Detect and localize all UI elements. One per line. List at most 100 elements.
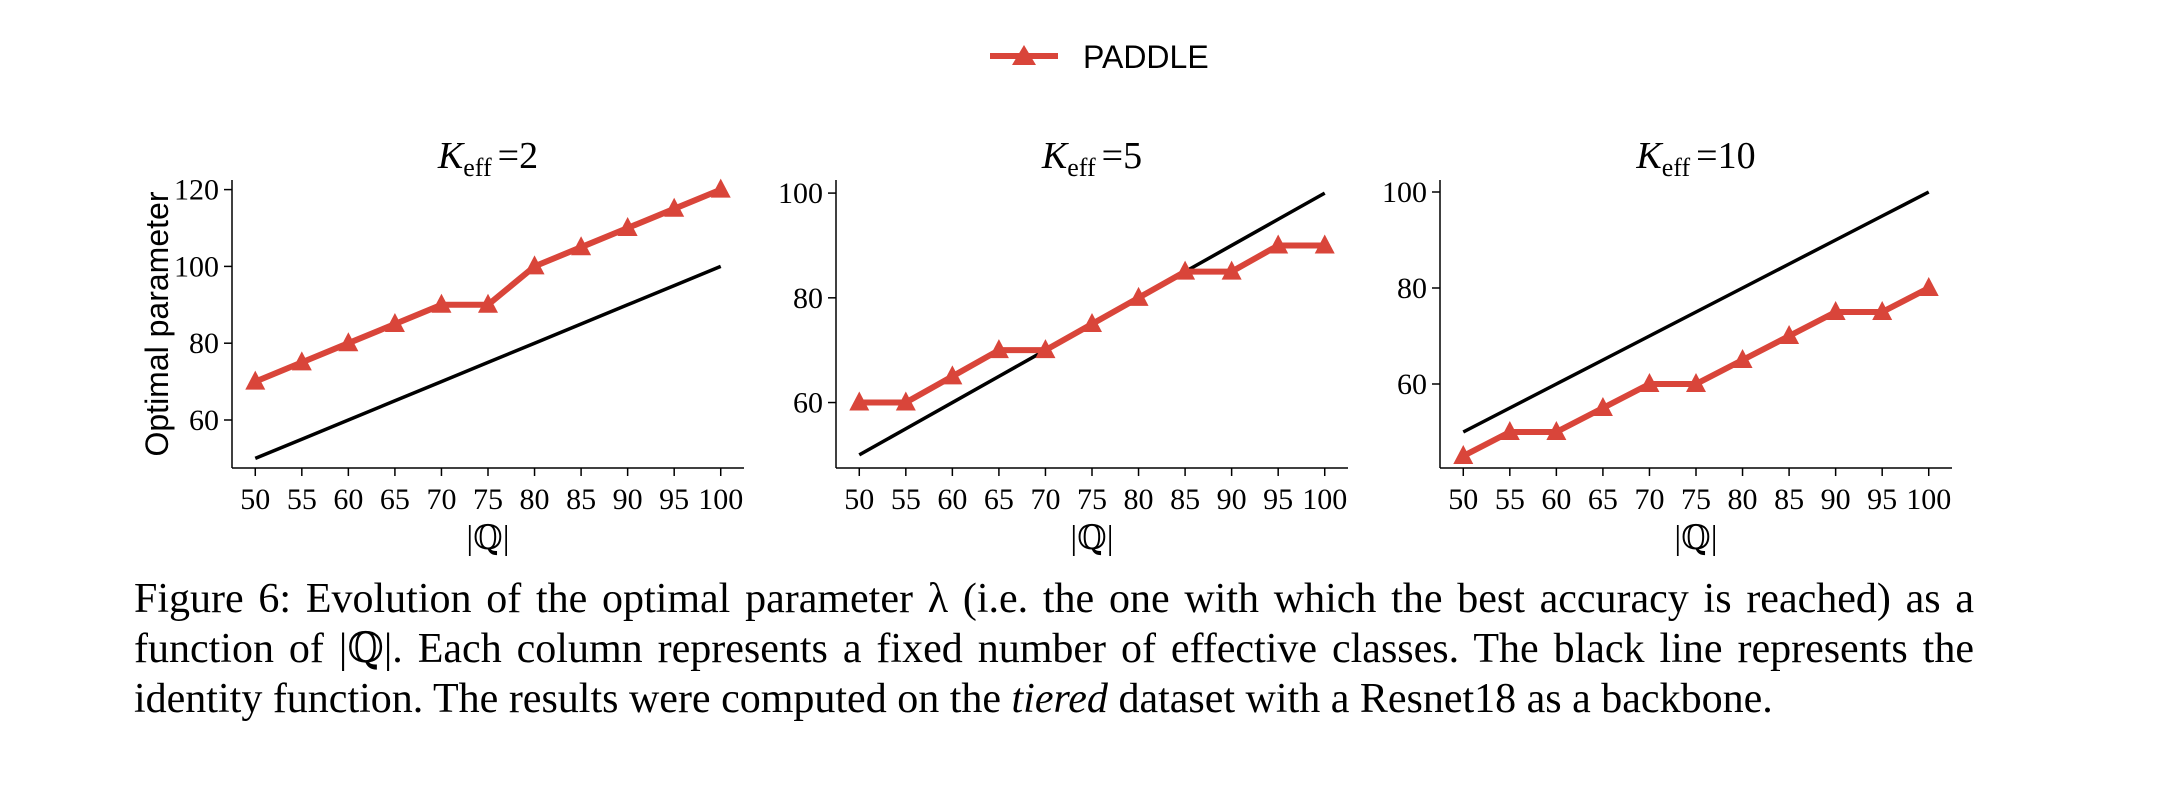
paddle-point: [988, 339, 1009, 359]
legend-label: PADDLE: [1083, 39, 1209, 75]
x-tick-label: 95: [659, 483, 689, 516]
figure-canvas: PADDLE 50 55 60 65 70 75 80 85 90 95 100 60 80 100 120…: [139, 39, 1952, 557]
paddle-line: [254, 186, 722, 385]
paddle-point: [431, 293, 452, 313]
y-tick-label: 60: [793, 387, 823, 420]
x-axis-label: |ℚ|: [1070, 520, 1113, 557]
title-subscript: eff: [1067, 153, 1096, 182]
y-tick-label: 100: [778, 177, 823, 210]
paddle-point: [1686, 373, 1706, 392]
y-tick-label: 120: [174, 174, 219, 207]
paddle-point: [1268, 234, 1289, 254]
paddle-point: [338, 332, 359, 352]
x-axis-label: |ℚ|: [1674, 520, 1717, 557]
paddle-point: [524, 255, 545, 275]
x-tick-label: 90: [1821, 483, 1851, 516]
x-tick-label: 50: [240, 483, 270, 516]
paddle-point: [571, 236, 592, 256]
x-tick-label: 70: [1634, 483, 1664, 516]
caption-italic: tiered: [1011, 676, 1108, 722]
y-tick-label: 60: [189, 404, 219, 437]
paddle-point: [1499, 421, 1520, 440]
paddle-point: [1314, 234, 1335, 254]
paddle-point: [1872, 301, 1893, 320]
chart-panel-3: 50 55 60 65 70 75 80 85 90 95 100 60 80 100 |ℚ| Keff =10: [1382, 135, 1952, 557]
paddle-point: [849, 391, 870, 411]
paddle-point: [1453, 445, 1474, 464]
chart-panel-1: 50 55 60 65 70 75 80 85 90 95 100 60 80 100 120 |ℚ| Opti…: [139, 135, 744, 557]
paddle-point: [1128, 286, 1149, 306]
x-tick-label: 50: [1448, 483, 1478, 516]
title-symbol: K: [1041, 135, 1069, 177]
x-tick-label: 60: [1541, 483, 1571, 516]
x-tick-label: 65: [984, 483, 1014, 516]
x-tick-label: 75: [1681, 483, 1711, 516]
paddle-point: [1035, 339, 1056, 359]
chart-title: Keff =2: [437, 135, 538, 182]
title-symbol: K: [1635, 135, 1663, 177]
paddle-point: [617, 217, 638, 236]
x-tick-label: 75: [473, 483, 503, 516]
paddle-point: [895, 391, 916, 411]
paddle-point: [478, 293, 498, 313]
x-tick-label: 75: [1077, 483, 1107, 516]
caption-lead: Figure 6: Evolution of the optimal param…: [134, 576, 1974, 722]
identity-line: [254, 264, 722, 461]
x-tick-label: 60: [333, 483, 363, 516]
x-tick-label: 80: [1124, 483, 1154, 516]
x-tick-label: 100: [698, 483, 743, 516]
x-tick-label: 70: [426, 483, 456, 516]
paddle-point: [1732, 349, 1753, 368]
title-subscript: eff: [1662, 153, 1691, 182]
y-tick-label: 80: [793, 282, 823, 315]
y-tick-label: 60: [1397, 368, 1427, 401]
title-subscript: eff: [463, 153, 492, 182]
paddle-point: [291, 351, 312, 371]
x-tick-label: 95: [1867, 483, 1897, 516]
paddle-point: [1918, 277, 1939, 296]
x-tick-label: 90: [613, 483, 643, 516]
paddle-point: [1592, 397, 1613, 416]
paddle-point: [1779, 325, 1800, 344]
paddle-point: [384, 313, 405, 332]
legend-marker: [1012, 45, 1036, 65]
paddle-point: [664, 197, 685, 217]
x-tick-label: 95: [1263, 483, 1293, 516]
paddle-point: [1082, 313, 1102, 332]
x-tick-label: 100: [1906, 483, 1951, 516]
title-value: =5: [1102, 135, 1142, 177]
x-tick-label: 85: [566, 483, 596, 516]
x-tick-label: 50: [844, 483, 874, 516]
paddle-point: [1546, 421, 1567, 440]
x-tick-label: 65: [380, 483, 410, 516]
paddle-point: [245, 370, 266, 390]
x-axis-label: |ℚ|: [466, 520, 509, 557]
identity-line: [1462, 190, 1930, 434]
paddle-point: [710, 178, 731, 198]
title-value: =10: [1696, 135, 1755, 177]
x-tick-label: 100: [1302, 483, 1347, 516]
chart-title: Keff =10: [1635, 135, 1755, 182]
legend: PADDLE: [990, 39, 1209, 75]
x-tick-label: 85: [1170, 483, 1200, 516]
paddle-point: [1825, 301, 1846, 320]
x-tick-label: 80: [1728, 483, 1758, 516]
y-tick-label: 100: [174, 250, 219, 283]
title-value: =2: [498, 135, 538, 177]
x-tick-label: 80: [520, 483, 550, 516]
paddle-point: [1175, 260, 1196, 280]
y-axis-label: Optimal parameter: [139, 191, 175, 456]
x-tick-label: 65: [1588, 483, 1618, 516]
figure-caption: Figure 6: Evolution of the optimal param…: [134, 574, 1974, 724]
paddle-point: [942, 365, 963, 385]
y-tick-label: 80: [1397, 272, 1427, 305]
caption-tail: dataset with a Resnet18 as a backbone.: [1107, 676, 1773, 722]
chart-title: Keff =5: [1041, 135, 1142, 182]
x-tick-label: 70: [1030, 483, 1060, 516]
paddle-point: [1639, 373, 1660, 392]
x-tick-label: 85: [1774, 483, 1804, 516]
x-tick-label: 60: [937, 483, 967, 516]
y-tick-label: 100: [1382, 176, 1427, 209]
x-tick-label: 90: [1217, 483, 1247, 516]
x-tick-label: 55: [1495, 483, 1525, 516]
